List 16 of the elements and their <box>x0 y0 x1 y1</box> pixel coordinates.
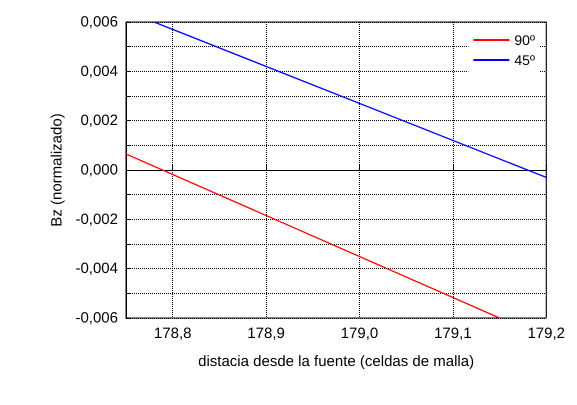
x-tick-label: 178,8 <box>154 325 192 342</box>
x-tick-label: 178,9 <box>247 325 285 342</box>
y-tick-label: 0,006 <box>80 14 118 30</box>
x-tick-label: 179,2 <box>527 325 566 342</box>
y-tick-label: -0,006 <box>75 310 118 326</box>
x-tick-label: 179,1 <box>434 325 472 342</box>
x-tick-label: 179,0 <box>340 325 378 342</box>
y-tick-label: -0,004 <box>75 260 118 278</box>
legend-label: 45º <box>514 52 535 68</box>
y-axis-title: Bz (normalizado) <box>48 113 66 227</box>
y-tick-label: -0,002 <box>75 210 118 228</box>
y-tick-label: 0,004 <box>80 62 118 80</box>
y-tick-label: 0,002 <box>80 112 118 130</box>
y-tick-label: 0,000 <box>80 162 118 178</box>
x-axis-title: distacia desde la fuente (celdas de malla) <box>198 353 474 370</box>
legend-label: 90º <box>514 32 535 48</box>
